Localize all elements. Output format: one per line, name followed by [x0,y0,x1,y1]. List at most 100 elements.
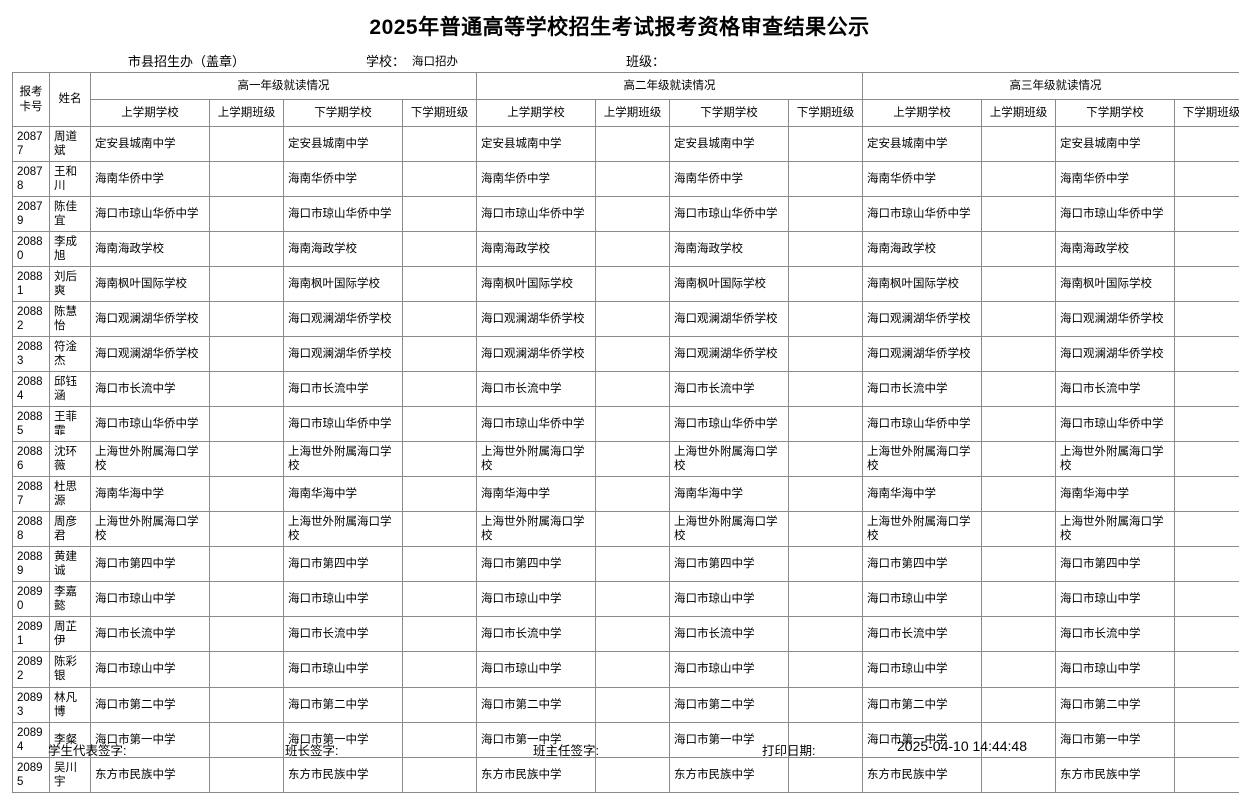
cell-card-no: 20879 [12,196,50,233]
cell-g1-second-class [402,301,477,338]
cell-card-no: 20888 [12,511,50,548]
cell-g2-first-school: 海口市第一中学 [476,721,596,758]
cell-g3-second-school: 海南华侨中学 [1055,161,1175,198]
table-row: 20882 陈慧怡 海口观澜湖华侨学校 海口观澜湖华侨学校 海口观澜湖华侨学校 海口观澜湖… [12,301,1239,338]
cell-g1-second-class [402,581,477,618]
cell-g2-second-class [788,231,863,268]
cell-g1-second-class [402,651,477,688]
cell-g2-second-class [788,651,863,688]
cell-g3-first-school: 海口观澜湖华侨学校 [862,301,982,338]
cell-g2-first-class [595,756,670,793]
cell-card-no: 20882 [12,301,50,338]
cell-g3-second-school: 海口市琼山华侨中学 [1055,196,1175,233]
cell-g2-second-class [788,511,863,548]
cell-name: 沈环薇 [49,441,91,478]
cell-g3-second-school: 海口市第四中学 [1055,546,1175,583]
cell-g1-first-school: 海南枫叶国际学校 [90,266,210,303]
cell-g3-first-school: 海口市第二中学 [862,686,982,723]
cell-g3-first-school: 海口市琼山中学 [862,651,982,688]
school-value: 海口招办 [412,56,458,69]
review-table-wrapper: 报考卡号 姓名 高一年级就读情况 高二年级就读情况 高三年级就读情况 审核结论 … [12,72,1239,793]
cell-g1-first-class [209,546,284,583]
th-g3-second-school: 下学期学校 [1055,99,1175,127]
cell-g2-second-school: 海南华海中学 [669,476,789,513]
cell-g2-second-school: 海口市第四中学 [669,546,789,583]
cell-g3-second-school: 海口市琼山中学 [1055,581,1175,618]
cell-g1-second-class [402,336,477,373]
cell-g3-first-class [981,301,1056,338]
cell-g2-second-school: 海口观澜湖华侨学校 [669,336,789,373]
cell-g2-second-class [788,616,863,653]
th-name: 姓名 [49,72,91,127]
review-results-table: 报考卡号 姓名 高一年级就读情况 高二年级就读情况 高三年级就读情况 审核结论 … [12,72,1239,793]
cell-card-no: 20878 [12,161,50,198]
cell-g2-second-class [788,721,863,758]
table-row: 20887 杜思源 海南华海中学 海南华海中学 海南华海中学 海南华海中学 海南华海中学 海南… [12,476,1239,513]
cell-g3-second-class [1174,651,1239,688]
cell-g3-second-school: 海口市第二中学 [1055,686,1175,723]
cell-g1-second-school: 海口观澜湖华侨学校 [283,336,403,373]
cell-name: 林凡博 [49,686,91,723]
table-row: 20883 符淦杰 海口观澜湖华侨学校 海口观澜湖华侨学校 海口观澜湖华侨学校 海口观澜湖… [12,336,1239,373]
cell-g1-second-school: 海口市第一中学 [283,721,403,758]
cell-g3-second-school: 海口观澜湖华侨学校 [1055,336,1175,373]
cell-g1-second-class [402,266,477,303]
th-g2-first-class: 上学期班级 [595,99,670,127]
cell-g1-second-school: 海口市第二中学 [283,686,403,723]
cell-g2-second-school: 海南枫叶国际学校 [669,266,789,303]
cell-g1-first-school: 定安县城南中学 [90,125,210,163]
cell-name: 陈佳宜 [49,196,91,233]
cell-g2-second-class [788,686,863,723]
cell-g1-first-school: 海口市琼山华侨中学 [90,406,210,443]
cell-g1-second-class [402,231,477,268]
cell-g3-first-school: 上海世外附属海口学校 [862,441,982,478]
cell-name: 王菲霏 [49,406,91,443]
cell-g2-first-class [595,231,670,268]
header-row-subs: 上学期学校 上学期班级 下学期学校 下学期班级 上学期学校 上学期班级 下学期学… [13,99,1239,127]
cell-g3-first-class [981,616,1056,653]
page-title: 2025年普通高等学校招生考试报考资格审查结果公示 [369,16,870,39]
cell-g1-first-school: 海口市第四中学 [90,546,210,583]
table-row: 20878 王和川 海南华侨中学 海南华侨中学 海南华侨中学 海南华侨中学 海南华侨中学 海南… [12,161,1239,198]
cell-g1-second-school: 东方市民族中学 [283,756,403,793]
cell-g2-second-class [788,581,863,618]
cell-g1-first-class [209,231,284,268]
cell-g3-second-class [1174,581,1239,618]
cell-g3-second-school: 海口市琼山中学 [1055,651,1175,688]
cell-g2-first-school: 海口市长流中学 [476,616,596,653]
table-row: 20885 王菲霏 海口市琼山华侨中学 海口市琼山华侨中学 海口市琼山华侨中学 海口市琼山… [12,406,1239,443]
cell-g3-second-class [1174,476,1239,513]
cell-card-no: 20885 [12,406,50,443]
cell-g3-first-school: 海口市琼山中学 [862,581,982,618]
cell-g1-first-school: 海口市长流中学 [90,616,210,653]
cell-g1-first-class [209,301,284,338]
cell-name: 周彦君 [49,511,91,548]
cell-name: 陈慧怡 [49,301,91,338]
cell-g1-first-school: 海南华侨中学 [90,161,210,198]
cell-g2-first-school: 海南华侨中学 [476,161,596,198]
cell-g1-first-school: 海口市第一中学 [90,721,210,758]
cell-card-no: 20889 [12,546,50,583]
cell-g2-second-class [788,371,863,408]
cell-g3-first-class [981,336,1056,373]
cell-g1-first-school: 海口市琼山中学 [90,651,210,688]
cell-name: 周道斌 [49,125,91,163]
cell-g2-first-school: 海口市第四中学 [476,546,596,583]
cell-g3-first-class [981,231,1056,268]
cell-g1-second-school: 上海世外附属海口学校 [283,441,403,478]
cell-g1-second-class [402,476,477,513]
cell-g2-second-class [788,406,863,443]
cell-g2-first-class [595,511,670,548]
cell-g1-first-school: 上海世外附属海口学校 [90,511,210,548]
cell-name: 邱钰涵 [49,371,91,408]
cell-card-no: 20891 [12,616,50,653]
cell-g1-second-class [402,546,477,583]
th-g3-second-class: 下学期班级 [1174,99,1239,127]
cell-card-no: 20887 [12,476,50,513]
cell-g1-first-school: 海口观澜湖华侨学校 [90,336,210,373]
cell-g3-second-class [1174,301,1239,338]
cell-g1-first-class [209,266,284,303]
cell-g1-second-school: 海口市长流中学 [283,371,403,408]
cell-g1-second-class [402,125,477,163]
